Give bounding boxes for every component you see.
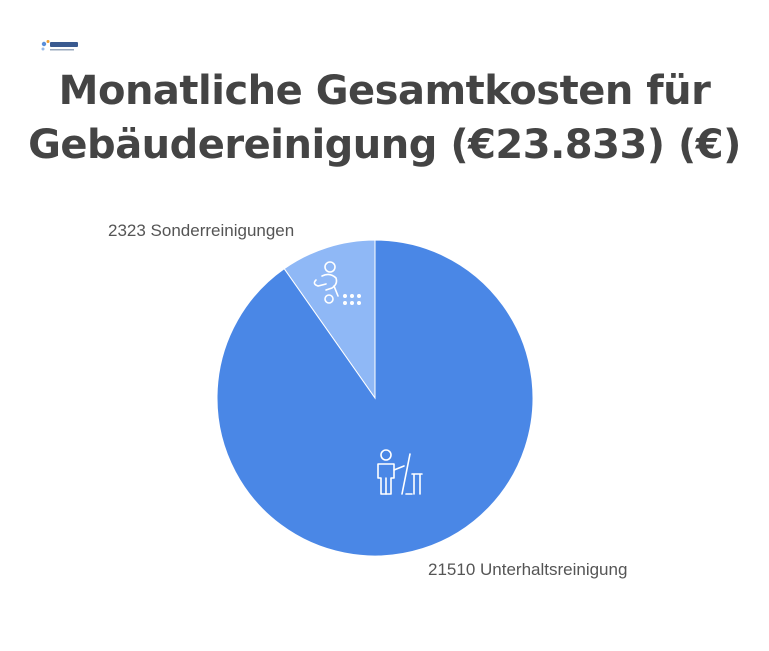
chart-title-line-1: Monatliche Gesamtkosten für (58, 68, 711, 114)
cleaner-with-mop-icon (377, 449, 423, 495)
cleaner-with-vacuum-icon (313, 261, 361, 305)
brand-logo (40, 38, 80, 56)
pie-slice-sonderreinigungen (283, 239, 376, 400)
logo-icon (41, 40, 78, 51)
slice-label-sonderreinigungen: 2323 Sonderreinigungen (108, 221, 294, 240)
chart-title-line-2: Gebäudereinigung (€23.833) (€) (28, 122, 741, 168)
chart-title: Monatliche Gesamtkosten für Gebäudereini… (0, 64, 769, 172)
slice-label-unterhaltsreinigung: 21510 Unterhaltsreinigung (428, 560, 627, 579)
pie-slices (216, 239, 534, 557)
pie-slice-unterhaltsreinigung (216, 239, 534, 557)
pie-labels: 2323 Sonderreinigungen 21510 Unterhaltsre… (108, 221, 627, 579)
